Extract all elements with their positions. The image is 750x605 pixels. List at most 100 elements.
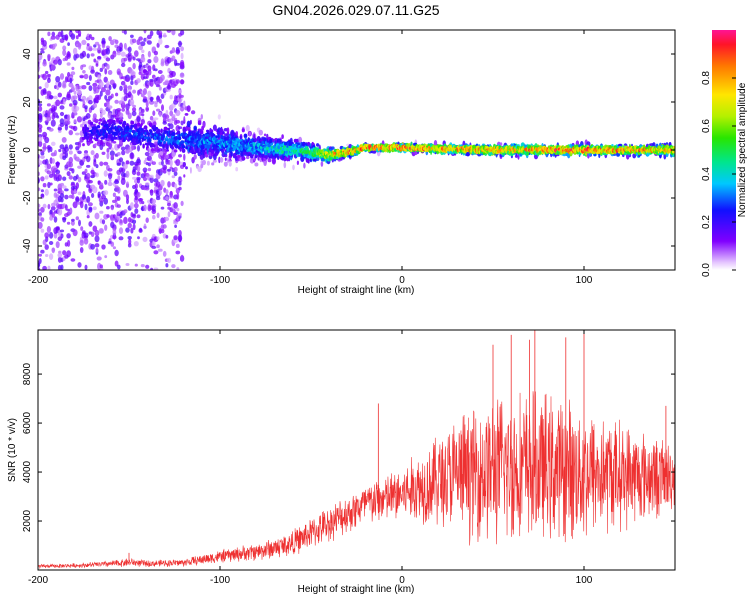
heat-cell: [84, 237, 88, 241]
heat-cell: [75, 106, 80, 111]
heat-cell: [57, 174, 62, 181]
heat-cell: [59, 229, 65, 233]
heat-cell: [171, 47, 176, 54]
heat-cell: [169, 94, 173, 100]
heat-cell: [42, 142, 47, 147]
heat-cell: [173, 149, 178, 153]
heat-cell: [84, 264, 88, 270]
heat-cell: [129, 98, 135, 106]
heat-cell: [132, 214, 136, 219]
heat-cell: [226, 127, 230, 135]
heat-cell: [135, 132, 138, 136]
heat-cell: [152, 110, 156, 116]
heat-cell: [96, 125, 101, 129]
heat-cell: [248, 131, 251, 137]
heat-cell: [97, 141, 100, 145]
heat-cell: [57, 256, 62, 263]
heat-cell: [83, 232, 89, 238]
heat-cell: [81, 95, 87, 101]
heat-cell: [105, 57, 111, 62]
heat-cell: [42, 73, 48, 81]
heat-cell: [112, 50, 117, 58]
heat-cell: [157, 70, 163, 74]
heat-cell: [176, 267, 180, 270]
heat-cell: [211, 149, 215, 155]
heat-cell: [132, 62, 136, 70]
heat-cell: [178, 154, 182, 158]
heat-cell: [143, 37, 147, 42]
heat-cell: [118, 157, 124, 163]
heat-cell: [180, 140, 185, 144]
heat-cell: [291, 143, 296, 147]
heat-cell: [119, 42, 123, 50]
heat-cell: [245, 140, 248, 144]
heat-cell: [204, 147, 207, 151]
heat-cell: [120, 51, 126, 57]
heat-cell: [103, 197, 108, 205]
heat-cell: [166, 84, 172, 90]
heat-cell: [267, 158, 272, 163]
heat-cell: [160, 93, 165, 99]
heat-cell: [150, 96, 154, 102]
heat-cell: [112, 228, 117, 236]
heat-cell: [180, 106, 185, 112]
heat-cell: [132, 107, 137, 112]
heat-cell: [45, 70, 49, 75]
heat-cell: [136, 214, 141, 219]
heat-cell: [301, 155, 305, 161]
heat-cell: [171, 264, 176, 269]
heat-cell: [55, 76, 61, 83]
heat-cell: [38, 66, 41, 70]
heat-cell: [174, 183, 178, 189]
heat-cell: [151, 205, 156, 212]
heat-cell: [125, 170, 130, 178]
heat-cell: [166, 257, 172, 264]
heat-cell: [152, 214, 156, 220]
heat-cell: [103, 190, 109, 196]
heat-cell: [147, 162, 151, 167]
heat-cell: [154, 68, 158, 72]
heat-cell: [44, 82, 49, 89]
heat-cell: [206, 160, 210, 166]
heat-cell: [269, 138, 273, 144]
heat-cell: [183, 116, 186, 123]
heat-cell: [59, 111, 65, 117]
heat-cell: [160, 179, 165, 187]
heat-cell: [71, 218, 75, 222]
heat-cell: [101, 219, 106, 225]
heat-cell: [178, 212, 182, 217]
heat-cell: [176, 130, 181, 135]
heat-cell: [140, 123, 143, 126]
heat-cell: [77, 42, 82, 48]
heat-cell: [164, 216, 170, 222]
heat-cell: [433, 140, 438, 147]
heat-cell: [91, 193, 95, 198]
heat-cell: [38, 86, 42, 90]
heat-cell: [49, 232, 54, 239]
heat-cell: [66, 250, 71, 258]
heat-cell: [183, 153, 186, 161]
heat-cell: [125, 77, 130, 82]
heat-cell: [284, 146, 288, 150]
heat-cell: [40, 155, 45, 159]
heat-cell: [132, 142, 137, 146]
heat-cell: [40, 176, 45, 182]
heat-cell: [127, 46, 132, 53]
heat-cell: [61, 137, 67, 143]
heat-cell: [164, 44, 170, 49]
heat-cell: [93, 58, 97, 63]
heat-cell: [235, 151, 240, 155]
heat-cell: [130, 80, 134, 85]
heat-cell: [254, 162, 259, 167]
heat-cell: [180, 120, 184, 126]
heat-cell: [162, 133, 166, 139]
heat-cell: [99, 182, 104, 189]
heat-cell: [230, 129, 235, 137]
heat-cell: [117, 186, 121, 194]
heat-cell: [136, 78, 141, 84]
heat-cell: [155, 126, 159, 130]
heat-cell: [113, 119, 116, 123]
heat-cell: [147, 90, 152, 98]
heat-cell: [73, 119, 77, 124]
heat-cell: [245, 155, 250, 160]
